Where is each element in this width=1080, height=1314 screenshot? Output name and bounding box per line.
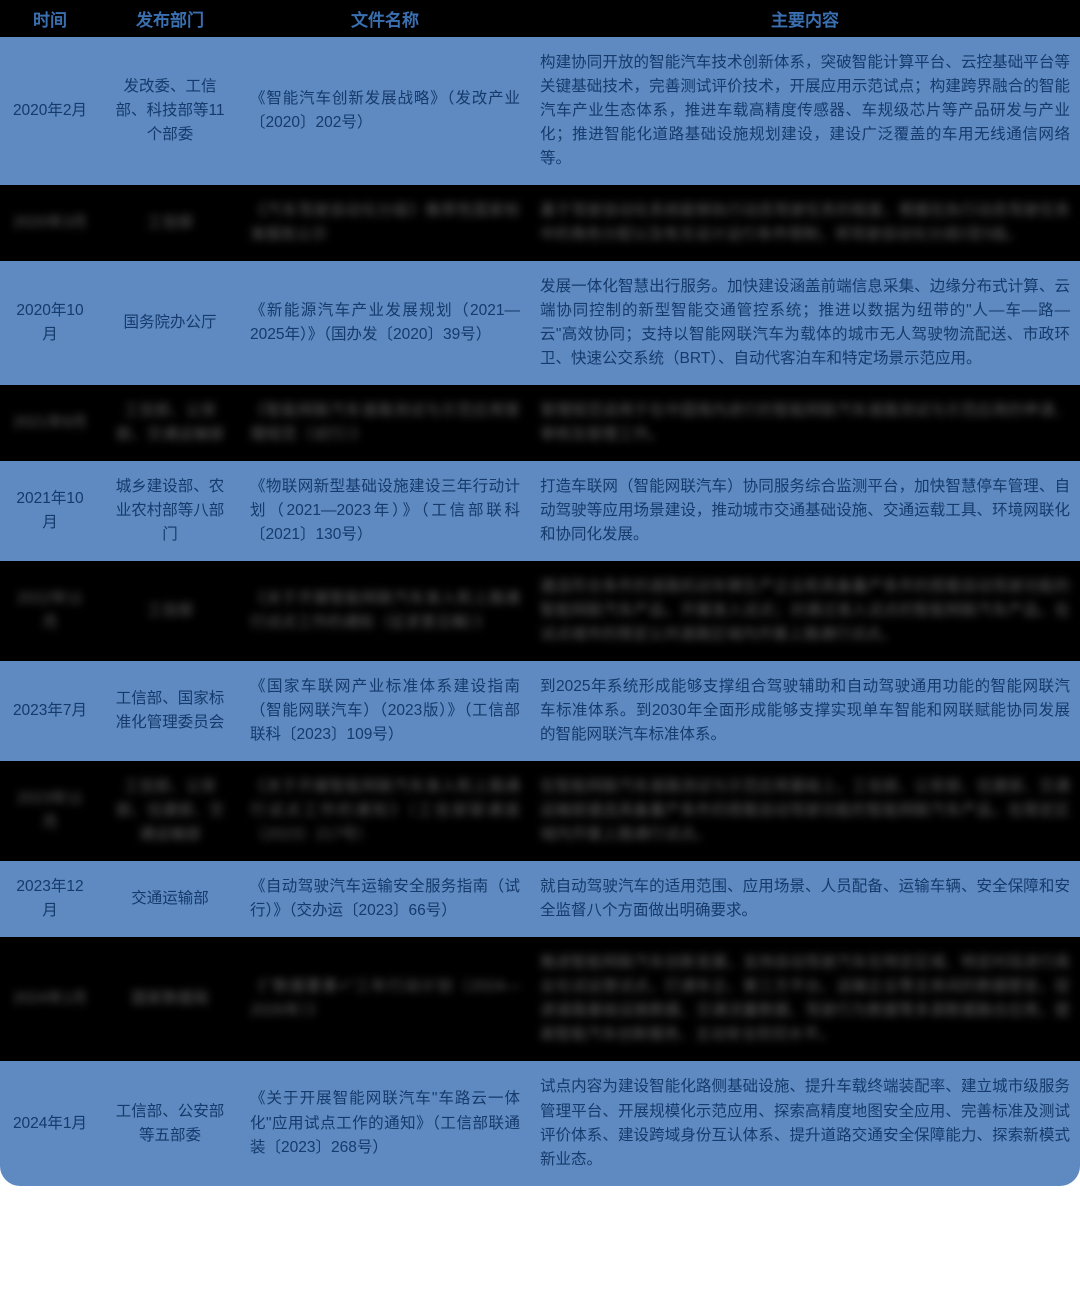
cell-main: 就自动驾驶汽车的适用范围、应用场景、人员配备、运输车辆、安全保障和安全监督八个方… (530, 861, 1080, 937)
cell-doc: 《国家车联网产业标准体系建设指南（智能网联汽车）（2023版）》（工信部联科〔2… (240, 661, 530, 761)
table-row: 2022年11月工信部《关于开展智能网联汽车准入和上路通行试点工作的通知（征求意… (0, 561, 1080, 661)
cell-time: 2020年10月 (0, 261, 100, 385)
cell-main: 推进智能网联汽车创新发展，支持自动驾驶汽车在特定区域、特定时段进行商业化试运营试… (530, 937, 1080, 1061)
cell-main: 基于驾驶自动化系统能够执行动态驾驶任务的程度，根据在执行动态驾驶任务中的角色分配… (530, 185, 1080, 261)
table-body: 2020年2月发改委、工信部、科技部等11个部委《智能汽车创新发展战略》（发改产… (0, 37, 1080, 1186)
col-header-main: 主要内容 (530, 0, 1080, 37)
table-row: 2020年2月发改委、工信部、科技部等11个部委《智能汽车创新发展战略》（发改产… (0, 37, 1080, 185)
cell-main: 构建协同开放的智能汽车技术创新体系，突破智能计算平台、云控基础平台等关键基础技术… (530, 37, 1080, 185)
cell-main: 遴选符合条件的道路机动车辆生产企业和具备量产条件的搭载自动驾驶功能的智能网联汽车… (530, 561, 1080, 661)
cell-main: 到2025年系统形成能够支撑组合驾驶辅助和自动驾驶通用功能的智能网联汽车标准体系… (530, 661, 1080, 761)
cell-time: 2023年11月 (0, 761, 100, 861)
cell-doc: 《汽车驾驶自动化分级》推荐性国家标准报批公示 (240, 185, 530, 261)
col-header-time: 时间 (0, 0, 100, 37)
cell-time: 2023年7月 (0, 661, 100, 761)
cell-doc: 《新能源汽车产业发展规划（2021—2025年）》（国办发〔2020〕39号） (240, 261, 530, 385)
cell-time: 2024年1月 (0, 937, 100, 1061)
table-row: 2020年3月工信部《汽车驾驶自动化分级》推荐性国家标准报批公示基于驾驶自动化系… (0, 185, 1080, 261)
table-row: 2020年10月国务院办公厅《新能源汽车产业发展规划（2021—2025年）》（… (0, 261, 1080, 385)
cell-dept: 工信部、公安部等五部委 (100, 1061, 240, 1185)
col-header-doc: 文件名称 (240, 0, 530, 37)
cell-time: 2020年2月 (0, 37, 100, 185)
cell-doc: 《关于开展智能网联汽车"车路云一体化"应用试点工作的通知》（工信部联通装〔202… (240, 1061, 530, 1185)
cell-doc: 《智能网联汽车道路测试与示范应用管理规范（试行）》 (240, 385, 530, 461)
cell-dept: 工信部、国家标准化管理委员会 (100, 661, 240, 761)
cell-time: 2022年11月 (0, 561, 100, 661)
cell-doc: 《智能汽车创新发展战略》（发改产业〔2020〕202号） (240, 37, 530, 185)
cell-dept: 国务院办公厅 (100, 261, 240, 385)
cell-time: 2024年1月 (0, 1061, 100, 1185)
cell-time: 2021年8月 (0, 385, 100, 461)
cell-main: 打造车联网（智能网联汽车）协同服务综合监测平台，加快智慧停车管理、自动驾驶等应用… (530, 461, 1080, 561)
cell-dept: 工信部、公安部、住建部、交通运输部 (100, 761, 240, 861)
cell-dept: 交通运输部 (100, 861, 240, 937)
policy-table: 时间 发布部门 文件名称 主要内容 2020年2月发改委、工信部、科技部等11个… (0, 0, 1080, 1186)
cell-dept: 工信部、公安部、交通运输部 (100, 385, 240, 461)
cell-doc: 《关于开展智能网联汽车准入和上路通行试点工作的通知》（工信部联通装〔2023〕2… (240, 761, 530, 861)
table-row: 2024年1月国家数据局《"数据要素×"三年行动计划（2024—2026年）》推… (0, 937, 1080, 1061)
cell-dept: 工信部 (100, 185, 240, 261)
table-row: 2021年8月工信部、公安部、交通运输部《智能网联汽车道路测试与示范应用管理规范… (0, 385, 1080, 461)
table-row: 2024年1月工信部、公安部等五部委《关于开展智能网联汽车"车路云一体化"应用试… (0, 1061, 1080, 1185)
header-row: 时间 发布部门 文件名称 主要内容 (0, 0, 1080, 37)
table-row: 2023年11月工信部、公安部、住建部、交通运输部《关于开展智能网联汽车准入和上… (0, 761, 1080, 861)
cell-main: 试点内容为建设智能化路侧基础设施、提升车载终端装配率、建立城市级服务管理平台、开… (530, 1061, 1080, 1185)
cell-doc: 《物联网新型基础设施建设三年行动计划（2021—2023年）》（工信部联科〔20… (240, 461, 530, 561)
cell-doc: 《自动驾驶汽车运输安全服务指南（试行）》（交办运〔2023〕66号） (240, 861, 530, 937)
policy-table-wrap: 时间 发布部门 文件名称 主要内容 2020年2月发改委、工信部、科技部等11个… (0, 0, 1080, 1186)
cell-dept: 发改委、工信部、科技部等11个部委 (100, 37, 240, 185)
table-row: 2021年10月城乡建设部、农业农村部等八部门《物联网新型基础设施建设三年行动计… (0, 461, 1080, 561)
table-row: 2023年7月工信部、国家标准化管理委员会《国家车联网产业标准体系建设指南（智能… (0, 661, 1080, 761)
cell-time: 2020年3月 (0, 185, 100, 261)
cell-main: 发展一体化智慧出行服务。加快建设涵盖前端信息采集、边缘分布式计算、云端协同控制的… (530, 261, 1080, 385)
cell-doc: 《"数据要素×"三年行动计划（2024—2026年）》 (240, 937, 530, 1061)
cell-dept: 工信部 (100, 561, 240, 661)
table-row: 2023年12月交通运输部《自动驾驶汽车运输安全服务指南（试行）》（交办运〔20… (0, 861, 1080, 937)
cell-dept: 城乡建设部、农业农村部等八部门 (100, 461, 240, 561)
col-header-dept: 发布部门 (100, 0, 240, 37)
cell-doc: 《关于开展智能网联汽车准入和上路通行试点工作的通知（征求意见稿）》 (240, 561, 530, 661)
cell-time: 2023年12月 (0, 861, 100, 937)
cell-main: 管理规范适用于在中国境内进行的智能网联汽车道路测试与示范应用的申请、审核及管理工… (530, 385, 1080, 461)
cell-main: 在智能网联汽车道路测试与示范应用基础上，工信部、公安部、住建部、交通运输部遴选具… (530, 761, 1080, 861)
cell-time: 2021年10月 (0, 461, 100, 561)
cell-dept: 国家数据局 (100, 937, 240, 1061)
